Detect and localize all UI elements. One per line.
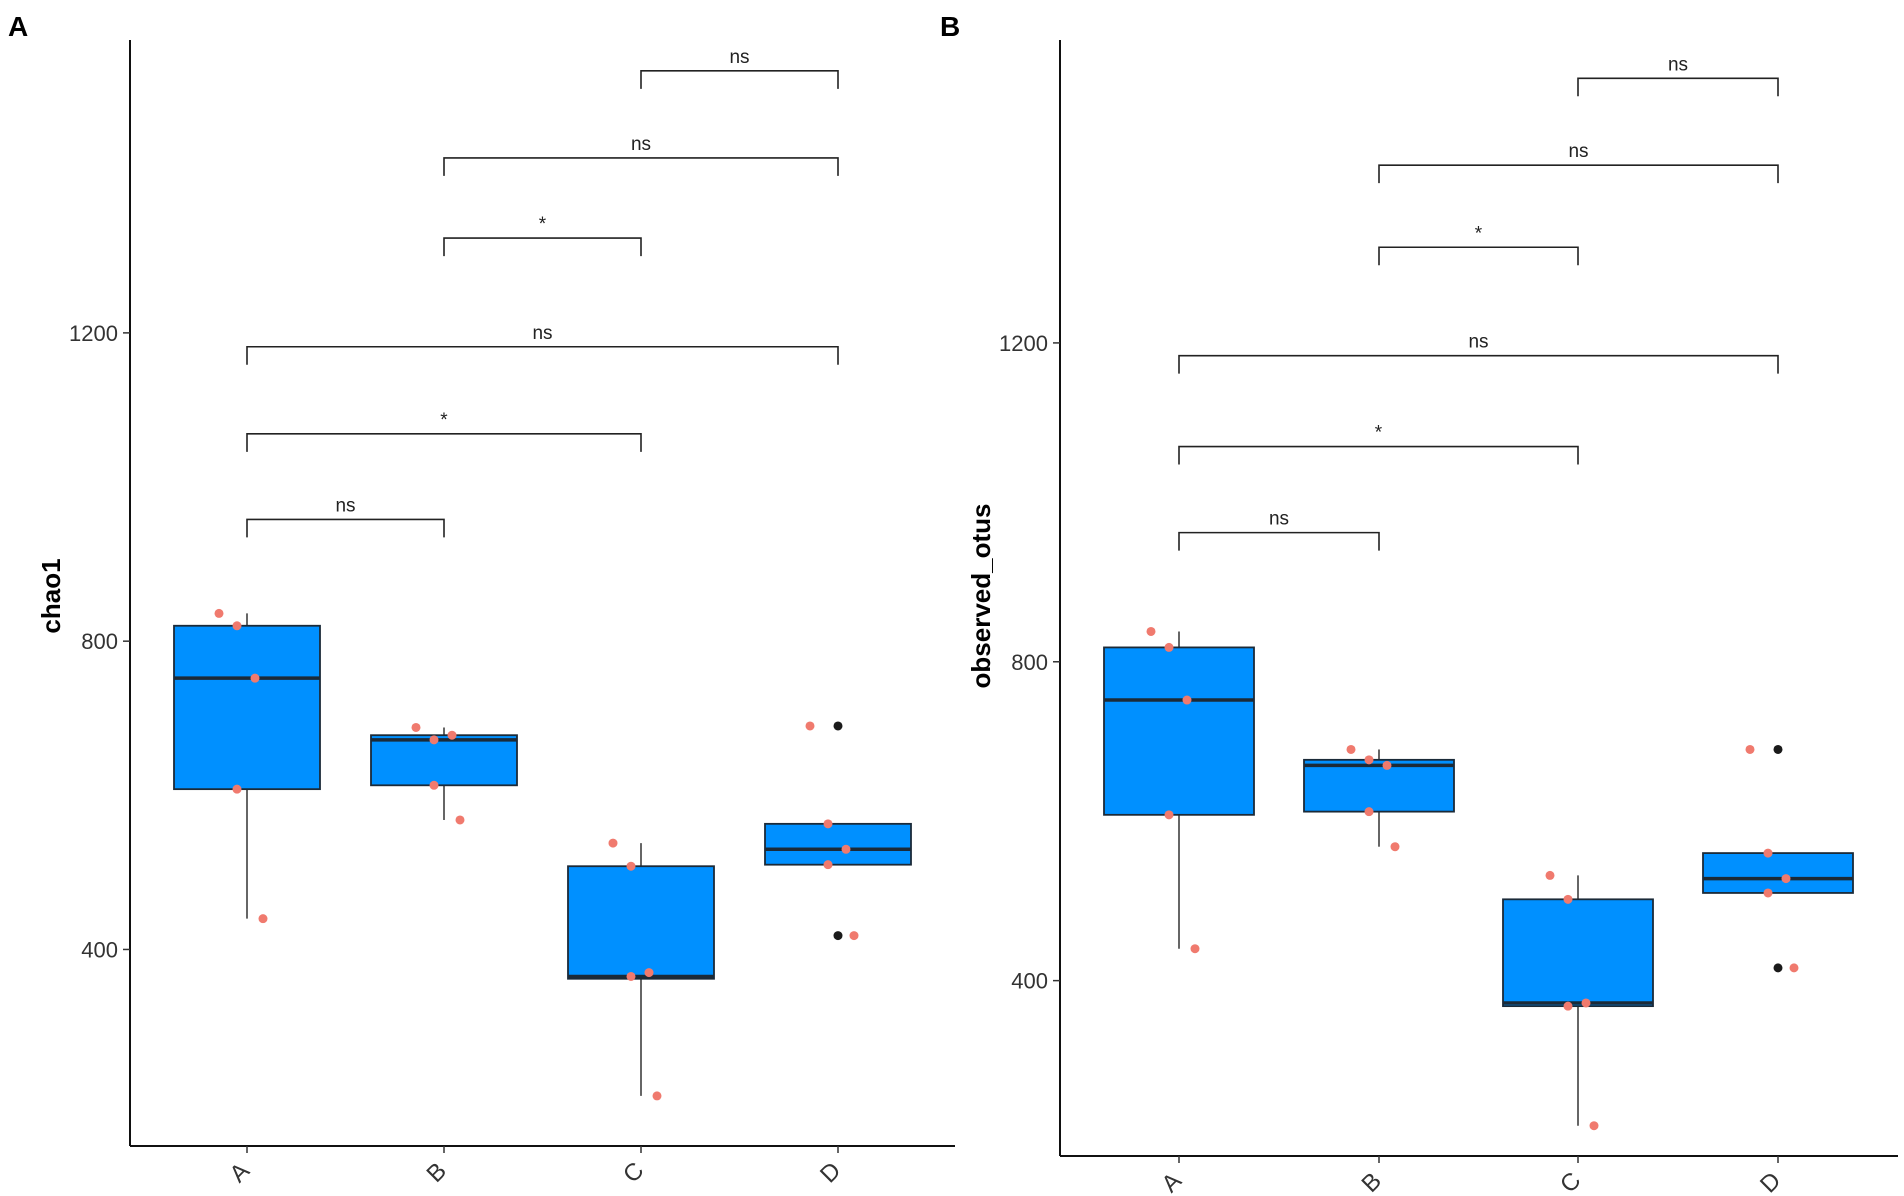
significance-bracket [1178, 531, 1380, 551]
y-tick-label: 800 [81, 629, 118, 654]
data-point [626, 861, 636, 871]
significance-label: ns [729, 47, 749, 68]
significance-label: * [1475, 223, 1483, 244]
x-tick-label: C [1555, 1167, 1586, 1196]
data-point [1745, 744, 1755, 754]
significance-bracket [1178, 354, 1779, 374]
significance-bracket [1178, 445, 1579, 465]
x-tick-label: A [1156, 1167, 1186, 1196]
data-point [214, 608, 224, 618]
significance-label: * [539, 214, 547, 235]
significance-label: * [440, 410, 448, 431]
data-point [841, 844, 851, 854]
data-point [1390, 842, 1400, 852]
data-point [1364, 807, 1374, 817]
significance-bracket [1378, 164, 1779, 184]
box [1502, 898, 1654, 1008]
data-point [1164, 642, 1174, 652]
data-point [1581, 998, 1591, 1008]
outlier-point [1773, 744, 1783, 754]
data-point [1589, 1121, 1599, 1131]
x-tick-label: B [421, 1157, 451, 1187]
data-point [608, 838, 618, 848]
significance-bracket [640, 70, 839, 89]
data-point [849, 931, 859, 941]
data-point [1182, 695, 1192, 705]
significance-label: ns [1668, 54, 1688, 75]
outlier-point [833, 931, 843, 941]
box [1303, 758, 1455, 813]
significance-label: ns [1568, 141, 1588, 162]
data-point [1563, 1001, 1573, 1011]
y-axis-title: observed_otus [966, 504, 996, 689]
data-point [626, 971, 636, 981]
data-point [1382, 760, 1392, 770]
significance-label: ns [1468, 332, 1488, 353]
data-point [411, 722, 421, 732]
panel-label: A [8, 11, 28, 42]
data-point [1789, 963, 1799, 973]
data-point [455, 815, 465, 825]
data-point [447, 730, 457, 740]
data-point [429, 735, 439, 745]
box [370, 734, 518, 787]
x-tick-label: D [1755, 1167, 1786, 1196]
significance-bracket [443, 237, 642, 257]
significance-bracket [246, 518, 445, 538]
y-axis-title: chao1 [36, 558, 66, 633]
data-point [1545, 870, 1555, 880]
data-point [1563, 894, 1573, 904]
x-tick-label: B [1356, 1167, 1386, 1196]
significance-label: * [1375, 423, 1383, 444]
data-point [1164, 810, 1174, 820]
y-tick-label: 400 [1011, 969, 1048, 994]
outlier-point [833, 721, 843, 731]
y-tick-label: 400 [81, 937, 118, 962]
data-point [1346, 744, 1356, 754]
data-point [1763, 848, 1773, 858]
panel-label: B [940, 11, 960, 42]
significance-label: ns [631, 134, 651, 155]
significance-bracket [443, 157, 839, 176]
significance-label: ns [532, 323, 552, 344]
data-point [1781, 874, 1791, 884]
box [173, 624, 321, 791]
data-point [232, 784, 242, 794]
data-point [823, 819, 833, 829]
box [1103, 646, 1255, 816]
box [764, 822, 912, 866]
data-point [258, 914, 268, 924]
data-point [1146, 626, 1156, 636]
x-tick-label: C [618, 1157, 649, 1188]
y-tick-label: 800 [1011, 650, 1048, 675]
data-point [232, 621, 242, 631]
data-point [1763, 888, 1773, 898]
outlier-point [1773, 963, 1783, 973]
significance-label: ns [335, 495, 355, 516]
y-tick-label: 1200 [999, 331, 1048, 356]
data-point [652, 1091, 662, 1101]
significance-label: ns [1269, 509, 1289, 530]
significance-bracket [246, 345, 839, 365]
data-point [1364, 755, 1374, 765]
data-point [1190, 944, 1200, 954]
data-point [823, 860, 833, 870]
significance-bracket [1577, 77, 1779, 97]
y-tick-label: 1200 [69, 321, 118, 346]
data-point [805, 721, 815, 731]
significance-bracket [246, 433, 642, 452]
significance-bracket [1378, 246, 1579, 266]
x-tick-label: A [224, 1157, 254, 1187]
x-tick-label: D [815, 1157, 846, 1188]
box [567, 865, 715, 980]
data-point [429, 780, 439, 790]
data-point [250, 673, 260, 683]
data-point [644, 968, 654, 978]
box [1702, 852, 1854, 894]
